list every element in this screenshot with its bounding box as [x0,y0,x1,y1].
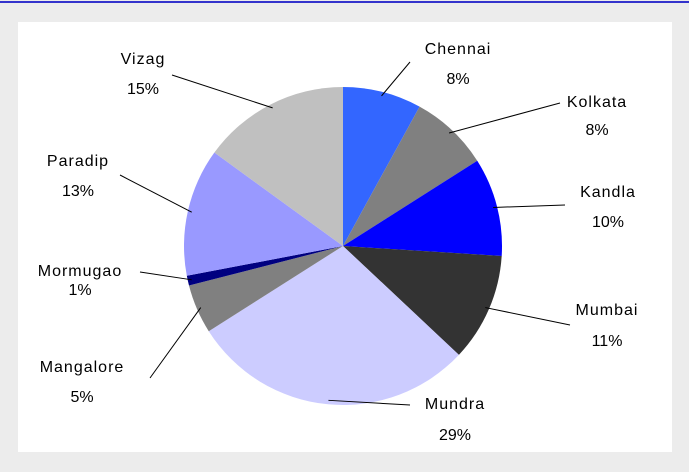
slice-value-label: 1% [68,282,91,299]
leader-line [485,307,571,326]
pie-slice [208,246,459,405]
leader-line [493,204,566,208]
pie-slice [188,246,343,332]
slice-label: Paradip [47,153,109,170]
leader-line [119,174,192,213]
pie-slice [343,87,420,246]
slice-value-label: 11% [592,333,623,350]
pie-slice [214,87,343,246]
slice-label: Mumbai [576,302,639,319]
pie-slice [343,106,478,246]
slice-label: Kandla [580,184,636,201]
pie-slice [343,246,502,355]
slice-value-label: 13% [62,183,94,200]
leader-line [139,271,192,281]
slice-label: Mangalore [40,359,125,376]
pie-slice [184,152,343,276]
slice-label: Mormugao [38,263,122,280]
leader-line [328,399,411,406]
slice-value-label: 8% [585,122,608,139]
slice-value-label: 8% [446,71,469,88]
slice-value-label: 29% [439,427,471,444]
slice-label: Mundra [425,396,485,413]
leader-line [381,61,411,97]
slice-label: Vizag [121,51,166,68]
pie-slice [343,160,503,256]
slice-value-label: 5% [70,389,93,406]
slice-label: Kolkata [567,94,627,111]
leader-line [149,307,202,379]
pie-slice [186,246,343,286]
leader-line [448,102,561,134]
slice-value-label: 10% [592,214,624,231]
leader-line [171,74,273,109]
slice-value-label: 15% [127,81,159,98]
slice-label: Chennai [425,41,492,58]
